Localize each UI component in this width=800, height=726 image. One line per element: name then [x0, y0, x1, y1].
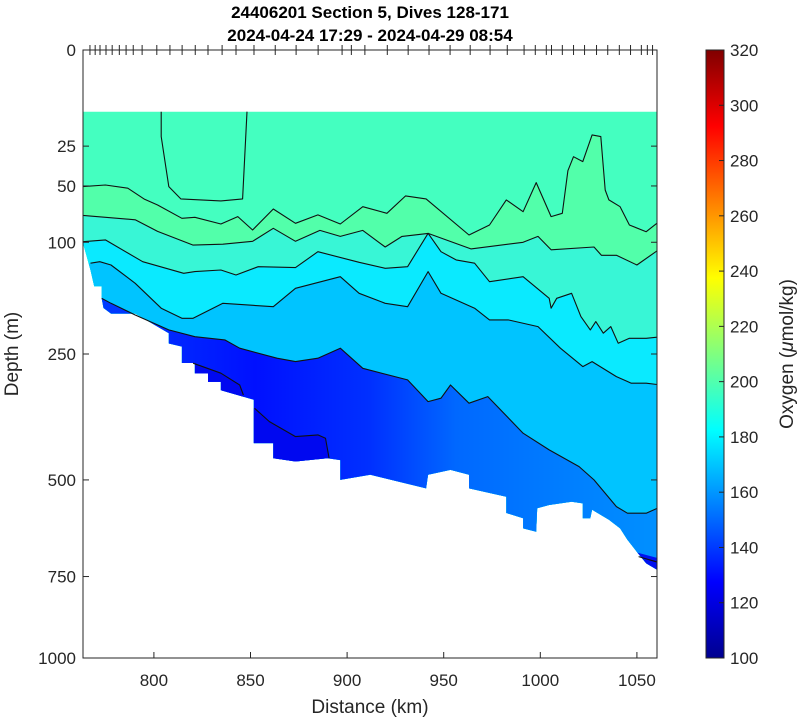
x-tick-label: 1000	[521, 671, 559, 690]
x-tick-label: 800	[140, 671, 168, 690]
colorbar-tick-label: 200	[730, 373, 758, 392]
contour-a-line	[83, 134, 657, 236]
contour-f3-line	[638, 556, 657, 563]
colorbar-tick-label: 220	[730, 317, 758, 336]
y-tick-label: 0	[67, 41, 76, 60]
y-tick-label: 500	[48, 471, 76, 490]
colorbar-label-mu: μ	[777, 341, 798, 353]
colorbar-label-part: mol/kg)	[777, 279, 798, 341]
y-axis: 0 25 50 100 250 500 750 1000	[38, 41, 657, 668]
colorbar-tick-label: 100	[730, 649, 758, 668]
contour-e-line	[101, 297, 657, 514]
y-tick-label: 750	[48, 568, 76, 587]
colorbar-tick-label: 280	[730, 152, 758, 171]
y-tick-label: 1000	[38, 649, 76, 668]
y-axis-label: Depth (m)	[2, 312, 23, 396]
colorbar-tick-label: 140	[730, 538, 758, 557]
colorbar-tick-label: 120	[730, 594, 758, 613]
x-tick-label: 850	[236, 671, 264, 690]
contour-f2-line	[254, 407, 330, 459]
contour-c-line	[83, 232, 657, 344]
dive-markers	[89, 45, 654, 55]
contour-b-line	[83, 214, 657, 266]
colorbar-tick-label: 180	[730, 428, 758, 447]
colorbar-tick-label: 260	[730, 207, 758, 226]
contour-g-closed-line	[160, 111, 248, 202]
colorbar-tick-label: 320	[730, 41, 758, 60]
x-tick-label: 950	[430, 671, 458, 690]
colorbar-tick-label: 240	[730, 262, 758, 281]
x-axis: 800 850 900 950 1000 1050	[140, 652, 656, 690]
colorbar	[705, 49, 725, 659]
contour-lines	[83, 111, 657, 563]
colorbar-label-part: Oxygen (	[777, 351, 798, 429]
contour-f1-line	[192, 362, 244, 396]
colorbar-label: Oxygen (μmol/kg)	[777, 279, 798, 429]
y-tick-label: 250	[48, 345, 76, 364]
y-tick-label: 25	[57, 137, 76, 156]
y-tick-label: 100	[48, 233, 76, 252]
x-axis-label: Distance (km)	[311, 697, 428, 718]
contour-d-line	[90, 261, 657, 386]
y-tick-label: 50	[57, 177, 76, 196]
x-tick-label: 1050	[618, 671, 656, 690]
chart-title-line-1: 24406201 Section 5, Dives 128-171	[231, 3, 509, 22]
colorbar-ticks: 100 120 140 160 180 200 220 240 260 280 300 320	[719, 41, 758, 668]
chart-title-line-2: 2024-04-24 17:29 - 2024-04-29 08:54	[227, 26, 513, 45]
colorbar-tick-label: 160	[730, 483, 758, 502]
colorbar-tick-label: 300	[730, 96, 758, 115]
x-tick-label: 900	[333, 671, 361, 690]
